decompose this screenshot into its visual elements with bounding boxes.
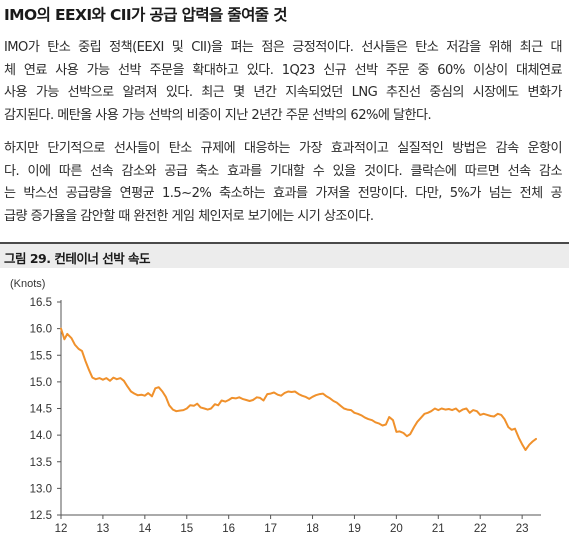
x-tick-label: 18 — [306, 523, 319, 535]
x-tick-label: 17 — [264, 523, 277, 535]
x-tick-label: 15 — [180, 523, 193, 535]
y-tick-label: 12.5 — [30, 510, 52, 522]
x-tick-label: 20 — [390, 523, 403, 535]
paragraph-2-line: 하지만 단기적으로 선사들이 탄소 규제에 대응하는 가장 효과적이고 실질적인… — [4, 141, 562, 156]
paragraph-1-line: 감지된다. 메탄올 사용 가능 선박의 비중이 지난 2년간 주문 선박의 62… — [4, 107, 432, 123]
x-tick-label: 21 — [432, 523, 445, 535]
y-axis-ticks: 16.5 16.0 15.5 15.0 14.5 14.0 13.5 13.0 12.5 — [30, 297, 61, 522]
figure-title: 그림 29. 컨테이너 선박 속도 — [4, 251, 151, 266]
paragraph-2-line: 급량 증가율을 감안할 때 완전한 게임 체인저로 보기에는 시기 상조이다. — [4, 208, 374, 224]
x-tick-label: 19 — [348, 523, 361, 535]
paragraph-1-line: 체 연료 사용 가능 선박 주문을 확대하고 있다. 1Q23 신규 선박 주문… — [4, 62, 562, 78]
section-heading: IMO의 EEXI와 CII가 공급 압력을 줄여줄 것 — [4, 6, 287, 24]
chart-axes — [60, 300, 541, 516]
paragraph-1: IMO가 탄소 중립 정책(EEXI 및 CII)을 펴는 점은 긍정적이다. … — [4, 37, 562, 127]
x-tick-label: 23 — [516, 523, 529, 535]
x-tick-label: 12 — [55, 523, 68, 535]
chart-series — [60, 327, 537, 451]
x-tick-label: 13 — [97, 523, 110, 535]
paragraph-1-line: IMO가 탄소 중립 정책(EEXI 및 CII)을 펴는 점은 긍정적이다. … — [4, 40, 562, 55]
y-tick-label: 15.0 — [30, 377, 52, 389]
figure-caption-bar: 그림 29. 컨테이너 선박 속도 — [0, 242, 569, 268]
paragraph-2-line: 다. 이에 따른 선속 감소와 공급 축소 효과를 기대할 수 있을 것이다. … — [4, 163, 562, 179]
paragraph-1-line: 사용 가능 선박으로 알려져 있다. 최근 몇 년간 지속되었던 LNG 추진선… — [4, 85, 562, 101]
y-tick-label: 13.5 — [30, 457, 52, 469]
x-tick-label: 22 — [474, 523, 487, 535]
x-tick-label: 16 — [222, 523, 235, 535]
y-tick-label: 16.0 — [30, 324, 52, 336]
y-tick-label: 15.5 — [30, 350, 52, 362]
paragraph-2: 하지만 단기적으로 선사들이 탄소 규제에 대응하는 가장 효과적이고 실질적인… — [4, 138, 562, 228]
y-tick-label: 14.5 — [30, 404, 52, 416]
y-tick-label: 13.0 — [30, 483, 52, 495]
x-axis-ticks: 12 13 14 15 16 17 18 19 20 21 22 23 — [55, 515, 529, 535]
y-tick-label: 16.5 — [30, 297, 52, 309]
y-axis-unit-label: (Knots) — [10, 278, 45, 290]
x-tick-label: 14 — [138, 523, 151, 535]
y-tick-label: 14.0 — [30, 430, 52, 442]
paragraph-2-line: 는 박스선 공급량을 연평균 1.5~2% 축소하는 효과를 가져올 전망이다.… — [4, 186, 562, 202]
vessel-speed-chart: (Knots) 16.5 16.0 15.5 15.0 14.5 14.0 13.5 13.0… — [10, 278, 541, 535]
speed-series-line — [60, 327, 537, 451]
